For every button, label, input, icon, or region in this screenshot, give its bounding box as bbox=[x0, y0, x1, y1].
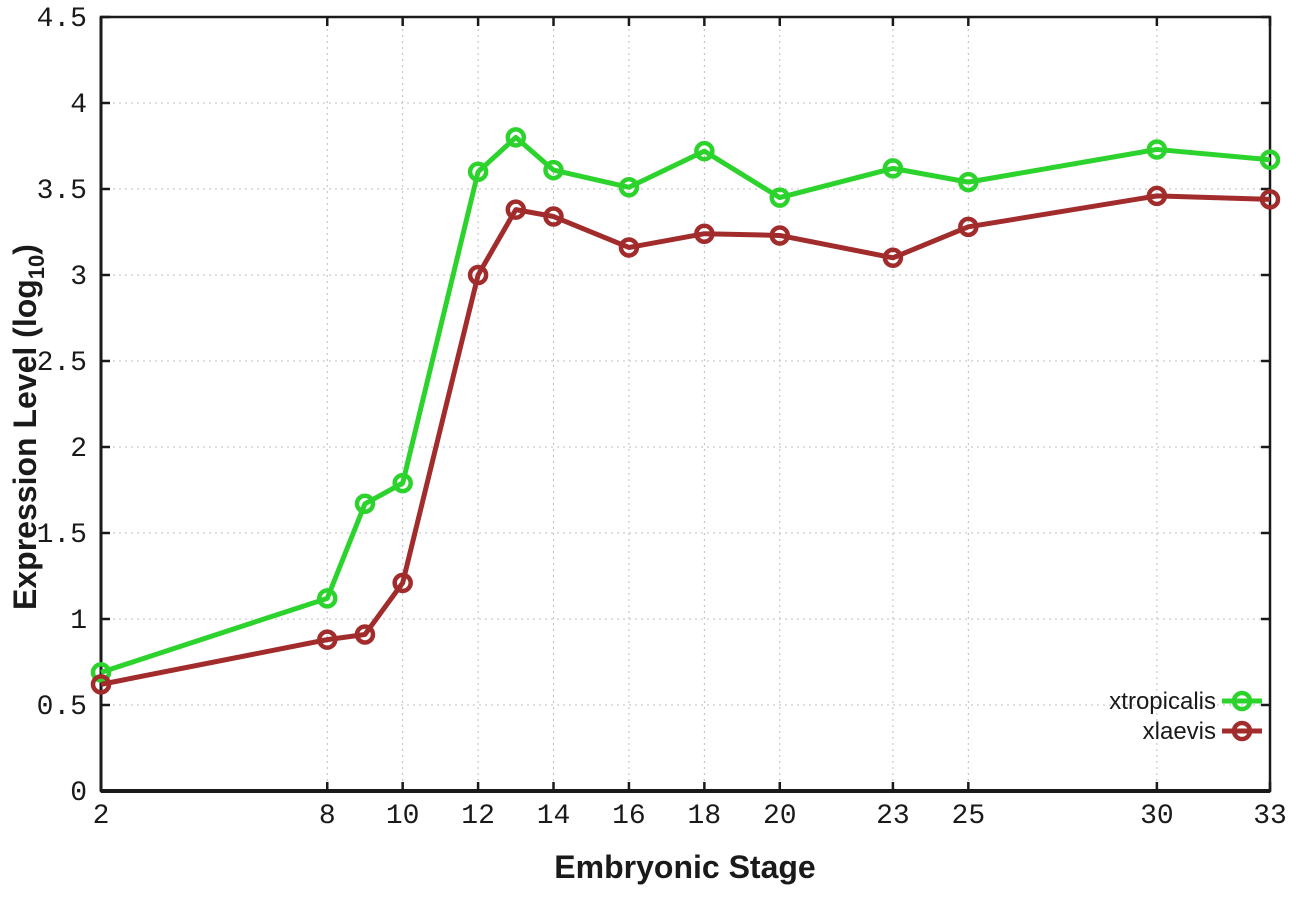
legend-marker-xlaevis bbox=[1231, 720, 1253, 742]
y-tick-label: 3 bbox=[70, 262, 87, 293]
data-point-xtropicalis bbox=[90, 662, 112, 683]
data-point-xtropicalis bbox=[317, 588, 338, 609]
data-point-xtropicalis bbox=[694, 140, 715, 162]
data-point-xlaevis bbox=[543, 206, 564, 227]
plot-border bbox=[99, 15, 1272, 793]
y-tick-label: 1 bbox=[70, 606, 87, 637]
data-series bbox=[90, 127, 1281, 695]
axis-titles: Embryonic Stage Expression Level (log10) bbox=[7, 244, 816, 885]
x-tick-label: 18 bbox=[688, 801, 722, 832]
series-line-xlaevis bbox=[100, 193, 1271, 687]
x-tick-label: 16 bbox=[612, 801, 646, 832]
data-point-xtropicalis bbox=[354, 493, 376, 515]
data-point-xlaevis bbox=[354, 624, 376, 645]
data-point-xlaevis bbox=[958, 216, 979, 238]
data-point-xtropicalis bbox=[618, 177, 640, 198]
x-tick-label: 8 bbox=[319, 801, 336, 832]
y-tick-label: 2.5 bbox=[37, 348, 87, 379]
data-point-xtropicalis bbox=[1259, 149, 1281, 171]
data-point-xtropicalis bbox=[958, 171, 979, 193]
data-point-xlaevis bbox=[392, 572, 413, 594]
legend-label-xtropicalis: xtropicalis bbox=[1109, 688, 1216, 715]
x-tick-label: 25 bbox=[952, 801, 986, 832]
data-point-xlaevis bbox=[618, 237, 640, 258]
x-tick-label: 12 bbox=[461, 801, 495, 832]
legend-label-xlaevis: xlaevis bbox=[1143, 718, 1216, 745]
plot-frame bbox=[99, 15, 1272, 793]
legend: xtropicalis xlaevis bbox=[1109, 688, 1262, 745]
y-tick-label: 0 bbox=[70, 778, 87, 809]
y-tick-label: 4.5 bbox=[37, 4, 87, 35]
y-axis-label-subscript: 10 bbox=[24, 255, 49, 279]
x-axis-label: Embryonic Stage bbox=[554, 849, 815, 885]
y-axis-label: Expression Level (log10) bbox=[7, 244, 49, 610]
data-point-xlaevis bbox=[694, 223, 715, 244]
y-axis-label-main: Expression Level (log bbox=[7, 279, 43, 610]
data-point-xtropicalis bbox=[1146, 139, 1168, 160]
data-point-xlaevis bbox=[769, 225, 791, 246]
x-tick-label: 30 bbox=[1140, 801, 1174, 832]
x-tick-label: 10 bbox=[386, 801, 420, 832]
data-point-xtropicalis bbox=[505, 127, 527, 148]
axis-ticks bbox=[99, 15, 1272, 793]
data-point-xlaevis bbox=[1259, 189, 1281, 210]
y-tick-label: 3.5 bbox=[37, 176, 87, 207]
data-point-xlaevis bbox=[882, 247, 904, 269]
series-line-xtropicalis bbox=[100, 134, 1271, 675]
x-tick-label: 33 bbox=[1253, 801, 1287, 832]
data-point-xlaevis bbox=[90, 674, 112, 695]
y-tick-label: 1.5 bbox=[37, 520, 87, 551]
x-tick-label: 23 bbox=[876, 801, 910, 832]
x-tick-label: 20 bbox=[763, 801, 797, 832]
data-point-xtropicalis bbox=[467, 161, 489, 183]
data-point-xlaevis bbox=[505, 199, 527, 220]
legend-marker-xtropicalis bbox=[1231, 690, 1253, 712]
data-point-xtropicalis bbox=[543, 159, 564, 181]
tick-labels: 2 8 10 12 14 16 18 20 23 25 30 33 0 0.5 1 1.5 2 2.5 3 3.5 4 4… bbox=[37, 4, 1287, 832]
x-tick-label: 14 bbox=[537, 801, 571, 832]
y-tick-label: 2 bbox=[70, 434, 87, 465]
data-point-xtropicalis bbox=[392, 472, 413, 494]
data-point-xlaevis bbox=[467, 264, 489, 286]
y-tick-label: 4 bbox=[70, 90, 87, 121]
data-point-xlaevis bbox=[317, 629, 338, 650]
data-point-xtropicalis bbox=[882, 158, 904, 179]
y-tick-label: 0.5 bbox=[37, 692, 87, 723]
x-tick-label: 2 bbox=[93, 801, 110, 832]
y-axis-label-close: ) bbox=[7, 244, 43, 255]
data-point-xlaevis bbox=[1146, 185, 1168, 207]
grid-lines bbox=[101, 17, 1270, 791]
data-point-xtropicalis bbox=[769, 187, 791, 208]
